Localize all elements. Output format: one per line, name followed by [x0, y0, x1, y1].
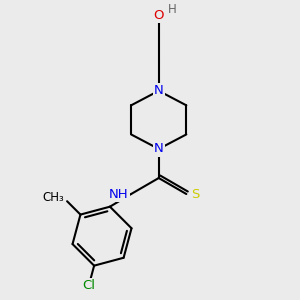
Text: S: S	[191, 188, 199, 200]
Text: CH₃: CH₃	[42, 191, 64, 204]
Text: NH: NH	[109, 188, 129, 200]
Text: N: N	[154, 142, 164, 155]
Text: H: H	[168, 4, 177, 16]
Text: Cl: Cl	[83, 279, 96, 292]
Text: N: N	[154, 84, 164, 97]
Text: O: O	[154, 9, 164, 22]
